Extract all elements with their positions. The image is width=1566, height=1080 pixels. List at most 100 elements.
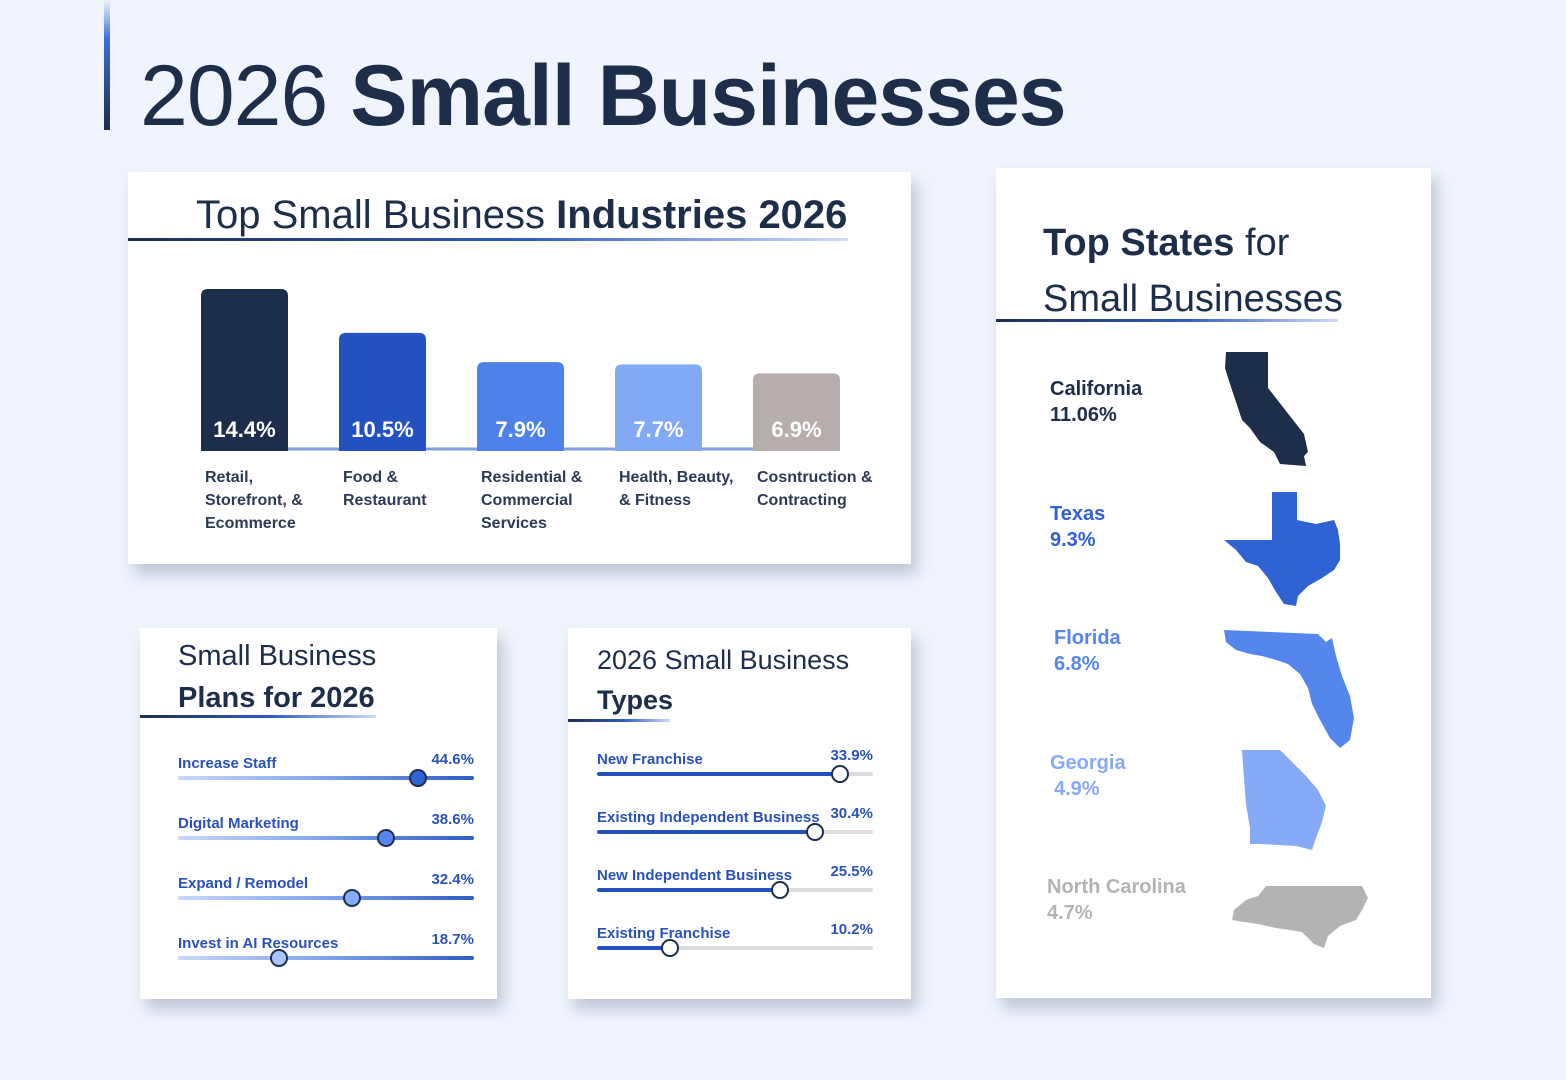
plans-slider-track [178,769,474,787]
bar-category-label: Food & Restaurant [343,469,427,509]
bar-rect [615,364,702,451]
state-value-california: 11.06% [1050,404,1117,426]
bar-value-label: 14.4% [213,417,275,442]
texas-map-icon [1224,492,1340,606]
types-card: 2026 Small Business Types New Franchise 3… [568,628,911,999]
industries-card: Top Small Business Industries 2026 14.4%… [128,172,911,564]
states-title-line1: Top States for [1043,218,1289,268]
states-title-light: for [1245,222,1290,264]
plans-slider-label: Invest in AI Resources [178,935,339,952]
types-slider-label: Existing Independent Business [597,809,820,826]
plans-slider-value: 32.4% [431,871,474,888]
types-slider-track [597,765,873,783]
types-slider-label: Existing Franchise [597,925,731,942]
bar-3: 7.9% [477,362,564,451]
plans-slider-knob [343,889,362,907]
states-card: Top States for Small Businesses Californ… [996,168,1431,998]
plans-slider-knob [376,829,395,847]
georgia-map-icon [1242,750,1326,850]
florida-map-icon [1224,630,1354,748]
types-slider-track [597,939,873,957]
types-slider-knob [831,765,850,783]
page-title-main: Small Businesses [350,48,1066,144]
state-value-florida: 6.8% [1054,653,1100,675]
plans-slider-knob [409,769,428,787]
page-title: 2026 Small Businesses [140,46,1067,146]
plans-slider-row: Digital Marketing 38.6% [178,811,474,848]
state-name-texas: Texas [1050,503,1106,525]
states-title-line2: Small Businesses [1043,278,1343,320]
plans-card: Small Business Plans for 2026 Increase S… [140,628,497,999]
bar-value-label: 7.9% [495,417,545,442]
types-title-line2: Types [597,685,674,715]
types-slider-row: New Independent Business 25.5% [597,863,873,900]
bar-rect [201,289,288,451]
plans-slider-label: Expand / Remodel [178,875,309,892]
industries-title-bold: Industries 2026 [556,193,848,237]
plans-title-line2: Plans for 2026 [178,682,375,714]
types-slider-knob [770,881,789,899]
north-carolina-map-icon [1232,886,1368,948]
page-title-year: 2026 [140,48,328,144]
types-slider-value: 10.2% [830,921,873,938]
plans-slider-value: 44.6% [431,751,474,768]
types-slider-track [597,823,873,841]
types-slider-row: Existing Independent Business 30.4% [597,805,873,842]
industries-title-underline [128,238,848,241]
plans-slider-fill [178,836,474,840]
bar-category-label: Health, Beauty, & Fitness [619,469,734,509]
bar-2: 10.5% [339,332,426,451]
state-value-texas: 9.3% [1050,529,1096,551]
industries-title-light: Top Small Business [196,193,546,237]
types-slider-track [597,881,873,899]
plans-slider-row: Invest in AI Resources 18.7% [178,931,474,968]
types-slider-value: 30.4% [830,805,873,822]
bar-rect [339,332,426,451]
states-title-bold: Top States [1043,222,1235,264]
bar-value-label: 7.7% [633,417,683,442]
plans-slider-knob [269,949,288,967]
industries-title: Top Small Business Industries 2026 [196,190,847,240]
bar-rect [477,362,564,451]
state-value-georgia: 4.9% [1054,778,1100,800]
types-slider-fill [597,772,841,776]
types-slider-value: 25.5% [830,863,873,880]
bar-value-label: 6.9% [771,417,821,442]
bar-category-label: Residential & Commercial Services [481,469,583,532]
state-value-north-carolina: 4.7% [1047,902,1093,924]
plans-slider-row: Increase Staff 44.6% [178,751,474,788]
types-slider-knob [805,823,824,841]
types-slider-row: Existing Franchise 10.2% [597,921,873,958]
bar-1: 14.4% [201,289,288,451]
types-slider-fill [597,830,815,834]
types-slider-knob [661,939,680,957]
plans-title-line1: Small Business [178,640,377,672]
types-slider-row: New Franchise 33.9% [597,747,873,784]
states-title-underline [996,319,1338,322]
state-name-california: California [1050,378,1143,400]
types-slider-label: New Franchise [597,751,703,768]
bar-category-label: Cosntruction & Contracting [757,469,873,509]
types-slider-fill [597,888,780,892]
types-slider-value: 33.9% [830,747,873,764]
plans-slider-track [178,829,474,847]
bar-value-label: 10.5% [351,417,413,442]
types-slider-fill [597,946,671,950]
state-name-north-carolina: North Carolina [1047,876,1186,898]
plans-slider-fill [178,956,474,960]
types-title-line1: 2026 Small Business [597,645,850,675]
bar-category-label: Retail, Storefront, & Ecommerce [205,469,303,532]
bar-rect [753,373,840,451]
plans-title-underline [140,715,376,718]
plans-slider-value: 18.7% [431,931,474,948]
industries-bar-chart: 14.4% 10.5% 7.9% 7.7% 6.9% [201,289,840,451]
state-name-florida: Florida [1054,627,1121,649]
plans-slider-track [178,889,474,907]
bar-5: 6.9% [753,373,840,451]
plans-slider-label: Increase Staff [178,755,277,772]
types-slider-label: New Independent Business [597,867,793,884]
plans-slider-label: Digital Marketing [178,815,299,832]
plans-slider-fill [178,896,474,900]
california-map-icon [1225,352,1308,466]
types-title-underline [568,719,670,722]
